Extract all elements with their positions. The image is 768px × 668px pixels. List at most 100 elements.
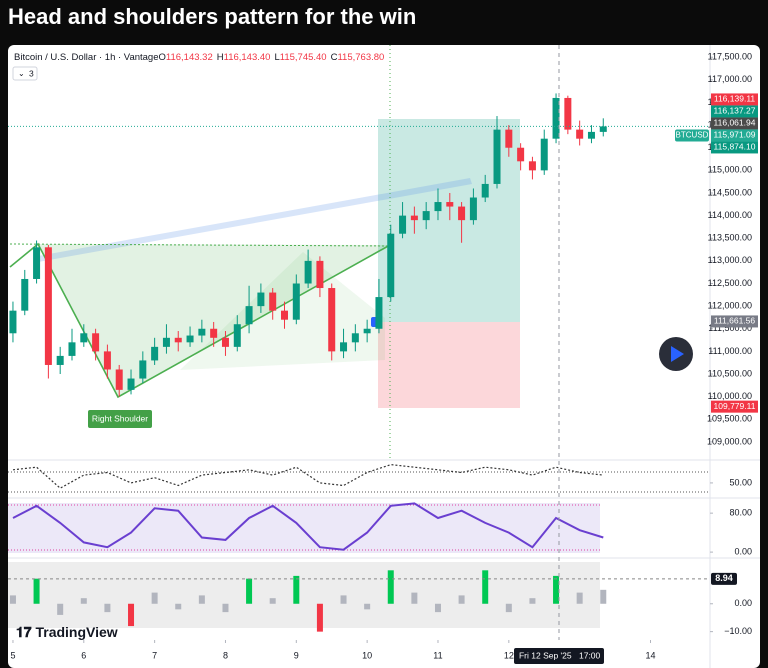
hist-bar [316,603,323,632]
candle-body [316,260,324,289]
candle-body [9,310,17,334]
candle-body [174,337,182,343]
ohlc-key: H [217,52,224,63]
y-tick-label: 110,000.00 [708,391,752,401]
ohlc-key: O [159,52,166,63]
price-label: 109,779.11 [714,401,756,411]
x-tick-label: 6 [81,650,86,660]
y-tick-label: 0.00 [734,598,752,608]
candle-body [434,202,442,212]
y-tick-label: 109,000.00 [707,436,752,446]
candle-body [221,337,229,347]
candle-body [446,202,454,207]
hist-bar [175,603,182,610]
neckline [9,243,391,247]
candle-body [576,129,584,139]
y-tick-label: 114,500.00 [708,187,752,197]
x-tick-label: 7 [152,650,157,660]
ohlc-value: 115,763.80 [337,52,384,63]
y-tick-label: 113,000.00 [708,255,752,265]
candle-body [304,260,312,284]
candle-body [540,138,548,171]
candle-body [481,183,489,198]
logo-mark: 𝟏𝟕 [16,624,35,640]
candle-body [33,247,41,279]
candle-body [351,333,359,343]
price-label-box [711,93,758,106]
x-tick-label: 14 [645,650,655,660]
hist-bar [411,592,418,604]
hist-bar [104,603,111,613]
candle-body [80,333,88,343]
candle-body [44,247,52,365]
candle-body [245,306,253,325]
series-tag [675,129,709,142]
y-tick-label: 111,500.00 [708,323,752,333]
hist-bar [553,575,560,604]
last-value-label: 8.94 [715,573,733,583]
candle-body [552,97,560,139]
candle-body [127,378,135,390]
indicator-line [12,463,604,489]
chevron: ⌄ [18,69,25,78]
x-tick-label: 11 [433,650,442,660]
x-tick-label: 5 [10,650,15,660]
hist-bar [293,575,300,604]
trend-channel [38,178,472,262]
indicator-line [12,502,604,551]
candle-body [564,97,572,130]
crosshair-date: Fri 12 Sep '25 [519,650,572,660]
annotation: Right Shoulder [92,413,148,423]
price-label-box [711,105,758,118]
y-tick-label: 111,000.00 [708,346,752,356]
price-label: 115,874.10 [714,142,756,152]
y-tick-label: 109,500.00 [707,414,752,424]
hist-bar [9,595,16,604]
y-tick-label: 115,000.00 [708,165,752,175]
y-tick-label: −10.00 [724,626,752,636]
candle-body [21,278,29,311]
play-icon [671,346,684,362]
long-stop-zone [378,322,520,408]
candle-body [387,233,395,298]
candle-body [505,129,513,148]
legend-header: Bitcoin / U.S. Dollar · 1h · VantageO116… [14,52,384,63]
candle-body [139,360,147,379]
y-tick-label: 0.00 [734,546,752,556]
candle-body [469,197,477,221]
price-label-box [711,129,758,142]
y-tick-label: 117,500.00 [708,52,752,62]
candle-body [422,211,430,221]
candle-body [458,206,466,221]
candle-body [292,283,300,320]
hist-bar [340,595,347,604]
hist-bar [128,603,135,627]
candle-body [528,161,536,171]
y-tick-label: 117,000.00 [708,74,752,84]
candle-body [186,335,194,343]
series-name: BTCUSD [676,131,709,140]
y-tick-label: 80.00 [729,508,752,518]
y-tick-label: 113,500.00 [708,233,752,243]
ohlc-key: C [331,52,338,63]
candle-body [92,333,100,352]
price-label: 116,139.11 [714,94,756,104]
candle-body [115,369,123,390]
candle-body [328,288,336,352]
ohlc-value: 116,143.32 [166,52,213,63]
candle-body [103,351,111,370]
candle-body [198,328,206,336]
indicator-count: 3 [29,68,34,78]
ohlc-value: 115,745.40 [280,52,327,63]
hist-bar [387,570,394,604]
x-tick-label: 12 [504,650,514,660]
price-label: 116,137.27 [714,106,756,116]
y-tick-label: 112,500.00 [708,278,752,288]
hist-bar [600,589,607,604]
symbol-name: Bitcoin / U.S. Dollar · 1h · Vantage [14,52,159,63]
page-title: Head and shoulders pattern for the win [8,4,416,29]
indicator-toggle[interactable] [12,66,38,81]
hist-bar [57,603,64,615]
candle-body [68,342,76,356]
